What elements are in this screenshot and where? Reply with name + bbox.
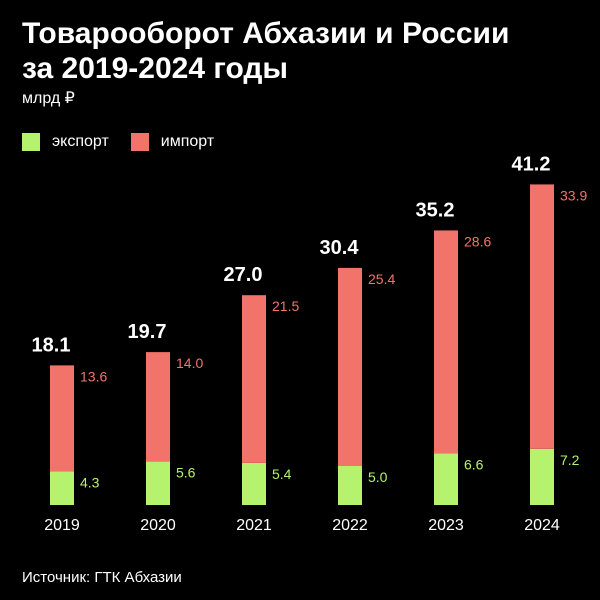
legend-item-import: импорт bbox=[130, 133, 215, 151]
bar-import-2022 bbox=[338, 267, 362, 466]
bar-export-2019 bbox=[50, 471, 74, 505]
x-tick-label-2022: 2022 bbox=[332, 517, 368, 534]
bar-import-2021 bbox=[242, 295, 266, 463]
data-label-import-2020: 14.0 bbox=[176, 355, 203, 371]
legend-swatch-export bbox=[22, 133, 40, 151]
data-label-export-2024: 7.2 bbox=[560, 452, 580, 468]
bar-import-2023 bbox=[434, 230, 458, 454]
source-note: Источник: ГТК Абхазии bbox=[22, 569, 182, 586]
data-label-export-2023: 6.6 bbox=[464, 457, 484, 473]
x-tick-label-2019: 2019 bbox=[44, 517, 80, 534]
x-tick-label-2021: 2021 bbox=[236, 517, 272, 534]
bar-export-2020 bbox=[146, 461, 170, 505]
legend-item-export: экспорт bbox=[22, 133, 109, 151]
data-label-import-2021: 21.5 bbox=[272, 298, 299, 314]
data-label-export-2019: 4.3 bbox=[80, 474, 100, 490]
data-label-export-2021: 5.4 bbox=[272, 466, 292, 482]
chart-title: Товарооборот Абхазии и России за 2019-20… bbox=[22, 16, 582, 86]
bar-import-2019 bbox=[50, 365, 74, 472]
units-label: млрд ₽ bbox=[22, 90, 75, 107]
legend-label-export: экспорт bbox=[52, 133, 109, 150]
bar-export-2023 bbox=[434, 453, 458, 505]
legend-label-import: импорт bbox=[160, 133, 215, 150]
total-label-2020: 19.7 bbox=[128, 321, 167, 343]
bar-import-2020 bbox=[146, 352, 170, 462]
chart-title-line-2: за 2019-2024 годы bbox=[22, 52, 289, 85]
legend-swatch-import bbox=[130, 133, 149, 151]
bar-export-2024 bbox=[530, 448, 554, 505]
data-label-import-2023: 28.6 bbox=[464, 233, 491, 249]
total-label-2023: 35.2 bbox=[416, 199, 455, 221]
x-tick-label-2020: 2020 bbox=[140, 517, 176, 534]
x-tick-label-2023: 2023 bbox=[428, 517, 464, 534]
data-label-import-2024: 33.9 bbox=[560, 187, 587, 203]
bar-export-2021 bbox=[242, 462, 266, 505]
data-label-export-2022: 5.0 bbox=[368, 469, 388, 485]
data-label-import-2022: 25.4 bbox=[368, 271, 395, 287]
total-label-2024: 41.2 bbox=[512, 153, 551, 175]
bar-import-2024 bbox=[530, 184, 554, 449]
x-tick-label-2024: 2024 bbox=[524, 517, 560, 534]
total-label-2021: 27.0 bbox=[224, 264, 263, 286]
total-label-2019: 18.1 bbox=[32, 334, 71, 356]
data-label-import-2019: 13.6 bbox=[80, 368, 107, 384]
legend: экспорт импорт bbox=[22, 133, 236, 151]
total-label-2022: 30.4 bbox=[320, 237, 360, 259]
chart-title-line-1: Товарооборот Абхазии и России bbox=[22, 17, 510, 50]
data-label-export-2020: 5.6 bbox=[176, 464, 196, 480]
bar-export-2022 bbox=[338, 466, 362, 505]
